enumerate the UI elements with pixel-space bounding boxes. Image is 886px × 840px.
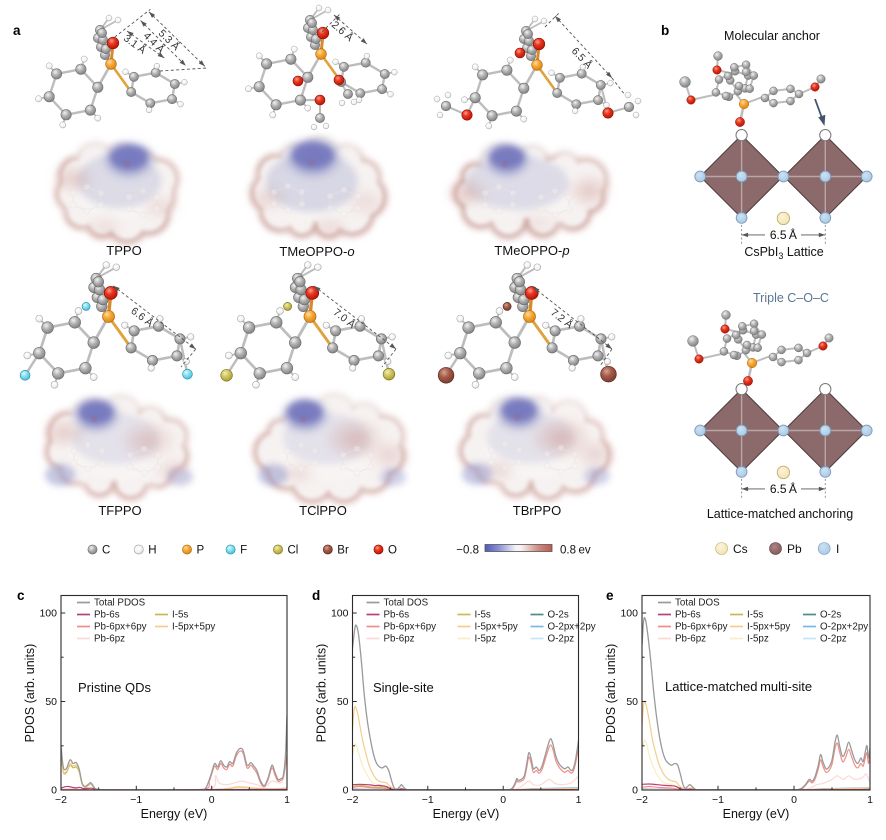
svg-text:PDOS (arb. units): PDOS (arb. units) <box>315 644 329 743</box>
svg-text:6.5 Å: 6.5 Å <box>770 481 797 496</box>
svg-text:0: 0 <box>791 794 797 806</box>
svg-text:0: 0 <box>343 785 349 797</box>
svg-text:0.8: 0.8 <box>560 545 576 557</box>
svg-text:Pb-6pz: Pb-6pz <box>384 634 415 645</box>
svg-text:Pb-6pz: Pb-6pz <box>94 634 125 645</box>
svg-text:Total PDOS: Total PDOS <box>94 598 146 609</box>
svg-text:Single-site: Single-site <box>373 680 434 695</box>
svg-text:c: c <box>17 588 25 603</box>
svg-text:I-5px+5py: I-5px+5py <box>747 622 790 633</box>
svg-text:Br: Br <box>337 545 349 557</box>
svg-text:PDOS (arb. units): PDOS (arb. units) <box>23 644 37 743</box>
svg-text:Pb: Pb <box>787 542 802 556</box>
svg-text:Molecular anchor: Molecular anchor <box>724 29 820 43</box>
svg-text:0: 0 <box>51 785 57 797</box>
svg-text:O-2px+2py: O-2px+2py <box>820 622 868 633</box>
svg-text:b: b <box>661 23 669 38</box>
svg-text:Total DOS: Total DOS <box>675 598 720 609</box>
svg-text:d: d <box>312 588 320 603</box>
svg-text:I-5s: I-5s <box>747 610 763 621</box>
svg-text:Energy (eV): Energy (eV) <box>723 807 790 821</box>
svg-text:a: a <box>13 23 21 38</box>
svg-text:0: 0 <box>500 794 506 806</box>
svg-text:I-5s: I-5s <box>475 610 491 621</box>
svg-text:100: 100 <box>620 608 638 620</box>
svg-text:0: 0 <box>632 785 638 797</box>
svg-text:Pristine QDs: Pristine QDs <box>78 680 151 695</box>
svg-text:O-2px+2py: O-2px+2py <box>548 622 596 633</box>
svg-text:Cl: Cl <box>288 545 299 557</box>
svg-text:I-5pz: I-5pz <box>475 634 497 645</box>
svg-text:−0.8: −0.8 <box>456 545 479 557</box>
svg-text:O: O <box>388 545 397 557</box>
svg-text:e: e <box>606 588 614 603</box>
svg-text:Pb-6px+6py: Pb-6px+6py <box>94 622 147 633</box>
svg-text:1: 1 <box>284 794 290 806</box>
svg-text:Pb-6px+6py: Pb-6px+6py <box>675 622 728 633</box>
svg-text:6.5 Å: 6.5 Å <box>770 227 797 242</box>
svg-text:100: 100 <box>331 608 349 620</box>
svg-text:I-5pz: I-5pz <box>747 634 769 645</box>
svg-text:Lattice-matched multi-site: Lattice-matched multi-site <box>665 679 812 694</box>
svg-text:50: 50 <box>45 696 57 708</box>
svg-text:−1: −1 <box>422 794 434 806</box>
svg-text:CsPbI3 Lattice: CsPbI3 Lattice <box>744 245 823 261</box>
svg-text:F: F <box>240 545 247 557</box>
svg-text:ev: ev <box>579 545 591 557</box>
svg-text:Pb-6s: Pb-6s <box>94 610 120 621</box>
svg-text:I-5px+5py: I-5px+5py <box>172 622 215 633</box>
svg-text:TBrPPO: TBrPPO <box>513 503 561 518</box>
svg-text:1: 1 <box>576 794 582 806</box>
svg-text:C: C <box>102 545 110 557</box>
svg-text:O-2pz: O-2pz <box>820 634 847 645</box>
svg-text:O-2pz: O-2pz <box>548 634 575 645</box>
svg-text:Pb-6px+6py: Pb-6px+6py <box>384 622 437 633</box>
svg-text:I-5px+5py: I-5px+5py <box>475 622 518 633</box>
svg-text:Total DOS: Total DOS <box>384 598 429 609</box>
svg-text:Pb-6s: Pb-6s <box>675 610 701 621</box>
svg-text:TFPPO: TFPPO <box>98 503 141 518</box>
svg-text:P: P <box>197 545 205 557</box>
svg-text:TClPPO: TClPPO <box>299 503 347 518</box>
svg-text:100: 100 <box>39 608 57 620</box>
svg-text:I: I <box>836 542 839 556</box>
svg-text:TMeOPPO-p: TMeOPPO-p <box>494 243 569 258</box>
svg-text:1: 1 <box>867 794 873 806</box>
svg-text:Energy (eV): Energy (eV) <box>141 807 208 821</box>
svg-text:Energy (eV): Energy (eV) <box>433 807 500 821</box>
svg-text:TPPO: TPPO <box>106 243 141 258</box>
svg-text:−1: −1 <box>712 794 724 806</box>
svg-text:O-2s: O-2s <box>820 610 841 621</box>
svg-text:Cs: Cs <box>733 542 748 556</box>
svg-text:50: 50 <box>626 696 638 708</box>
svg-text:O-2s: O-2s <box>548 610 569 621</box>
svg-text:Pb-6pz: Pb-6pz <box>675 634 706 645</box>
svg-text:50: 50 <box>337 696 349 708</box>
svg-text:−1: −1 <box>130 794 142 806</box>
svg-text:PDOS (arb. units): PDOS (arb. units) <box>604 644 618 743</box>
svg-text:0: 0 <box>209 794 215 806</box>
svg-text:Pb-6s: Pb-6s <box>384 610 410 621</box>
svg-text:I-5s: I-5s <box>172 610 188 621</box>
svg-text:H: H <box>148 545 156 557</box>
svg-text:TMeOPPO-o: TMeOPPO-o <box>279 244 354 259</box>
svg-text:Lattice-matched anchoring: Lattice-matched anchoring <box>707 507 853 521</box>
svg-text:Triple C–O–C: Triple C–O–C <box>753 291 829 305</box>
